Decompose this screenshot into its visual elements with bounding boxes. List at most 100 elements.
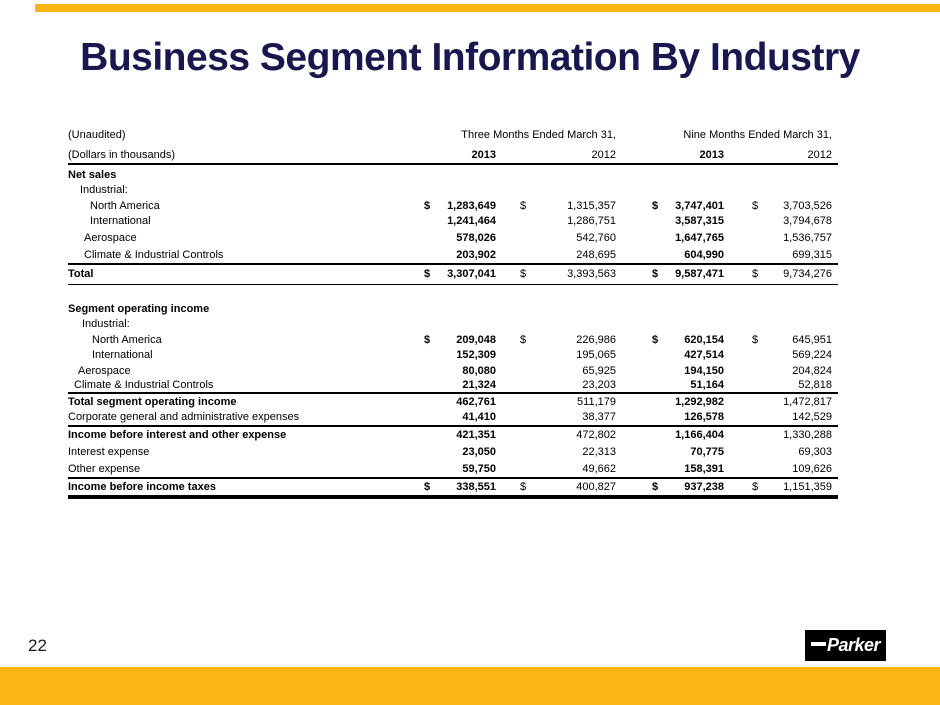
cell-value: 204,824: [792, 364, 832, 377]
section-rule: [68, 391, 838, 394]
table-row: Industrial:: [68, 183, 838, 199]
row-label: Other expense: [68, 462, 141, 475]
row-label: Climate & Industrial Controls: [84, 248, 224, 261]
table-row: North America $ 1,283,649 $ 1,315,357 $ …: [68, 198, 838, 214]
row-label: Segment operating income: [68, 302, 210, 315]
cell-value: 248,695: [576, 248, 616, 261]
table-row: International 152,309 195,065 427,514 56…: [68, 348, 838, 364]
dollar-sign: $: [424, 333, 431, 346]
table-row: International 1,241,464 1,286,751 3,587,…: [68, 214, 838, 230]
dollar-sign: $: [752, 333, 759, 346]
row-label: International: [92, 349, 153, 362]
row-label: Interest expense: [68, 445, 150, 458]
cell-value: 80,080: [462, 364, 496, 377]
cell-value: 23,050: [462, 445, 496, 458]
cell-value: 3,747,401: [675, 199, 724, 212]
table-row: North America $ 209,048 $ 226,986 $ 620,…: [68, 332, 838, 348]
cell-value: 1,166,404: [675, 429, 724, 441]
cell-value: 195,065: [576, 349, 616, 362]
dollar-sign: $: [752, 481, 759, 493]
parker-logo-text: Parker: [826, 635, 881, 655]
dollar-sign: $: [520, 481, 527, 493]
row-label: Income before interest and other expense: [68, 429, 287, 441]
table-header-years: (Dollars in thousands) 2013 2012 2013 20…: [68, 146, 838, 163]
cell-value: 3,307,041: [447, 268, 496, 280]
cell-value: 158,391: [684, 462, 724, 475]
dollar-sign: $: [652, 481, 659, 493]
row-label: Industrial:: [80, 184, 128, 197]
table-row: Industrial:: [68, 317, 838, 333]
cell-value: 1,292,982: [675, 395, 724, 408]
table-row: Income before interest and other expense…: [68, 427, 838, 443]
cell-value: 21,324: [462, 379, 496, 391]
row-label: Climate & Industrial Controls: [74, 379, 214, 391]
cell-value: 937,238: [684, 481, 724, 493]
financial-table: (Unaudited) Three Months Ended March 31,…: [68, 124, 838, 499]
cell-value: 3,393,563: [567, 268, 616, 280]
table-row: Corporate general and administrative exp…: [68, 410, 838, 426]
row-label: Aerospace: [78, 364, 131, 377]
dollar-sign: $: [652, 333, 659, 346]
cell-value: 65,925: [582, 364, 616, 377]
cell-value: 511,179: [577, 395, 616, 408]
section-rule: [68, 283, 838, 285]
dollar-sign: $: [752, 199, 759, 212]
table-row: Income before income taxes $ 338,551 $ 4…: [68, 479, 838, 495]
year-header-2012: 2012: [591, 148, 616, 161]
table-row: Aerospace 578,026 542,760 1,647,765 1,53…: [68, 229, 838, 246]
table-row: Aerospace 80,080 65,925 194,150 204,824: [68, 363, 838, 379]
cell-value: 1,286,751: [567, 215, 616, 228]
cell-value: 142,529: [792, 411, 832, 424]
table-row: Segment operating income: [68, 301, 838, 317]
cell-value: 1,315,357: [567, 199, 616, 212]
cell-value: 472,802: [576, 429, 616, 441]
cell-value: 1,283,649: [447, 199, 496, 212]
section-rule: [68, 477, 838, 479]
row-label: Aerospace: [84, 231, 137, 244]
dollar-sign: $: [424, 481, 431, 493]
cell-value: 604,990: [684, 248, 724, 261]
year-header-2013: 2013: [471, 148, 496, 161]
section-rule: [68, 263, 838, 265]
dollars-note: (Dollars in thousands): [68, 148, 175, 161]
row-label: Industrial:: [82, 318, 130, 331]
row-label: Total segment operating income: [68, 395, 237, 408]
section-rule: [68, 425, 838, 427]
cell-value: 226,986: [576, 333, 616, 346]
row-label: Total: [68, 268, 94, 280]
row-label: International: [90, 215, 151, 228]
cell-value: 578,026: [456, 231, 496, 244]
cell-value: 421,351: [456, 429, 496, 441]
cell-value: 1,536,757: [783, 231, 832, 244]
col-group-three-months: Three Months Ended March 31,: [461, 129, 616, 141]
cell-value: 41,410: [462, 411, 496, 424]
parker-logo-dash: [810, 642, 826, 646]
dollar-sign: $: [752, 268, 759, 280]
table-row: Interest expense 23,050 22,313 70,775 69…: [68, 443, 838, 460]
table-row: Total segment operating income 462,761 5…: [68, 394, 838, 410]
table-row: Net sales: [68, 167, 838, 183]
cell-value: 38,377: [582, 411, 616, 424]
cell-value: 209,048: [456, 333, 496, 346]
cell-value: 126,578: [684, 411, 724, 424]
table-bottom-rule: [68, 495, 838, 499]
dollar-sign: $: [424, 199, 431, 212]
cell-value: 9,734,276: [783, 268, 832, 280]
cell-value: 1,330,288: [783, 429, 832, 441]
cell-value: 3,703,526: [783, 199, 832, 212]
cell-value: 23,203: [582, 379, 616, 391]
cell-value: 542,760: [576, 231, 616, 244]
cell-value: 69,303: [798, 445, 832, 458]
row-label: Net sales: [68, 168, 117, 181]
dollar-sign: $: [520, 333, 527, 346]
dollar-sign: $: [424, 268, 431, 280]
dollar-sign: $: [520, 199, 527, 212]
row-label: Income before income taxes: [68, 481, 216, 493]
parker-logo: Parker: [805, 630, 886, 661]
cell-value: 1,647,765: [675, 231, 724, 244]
row-label: North America: [92, 333, 162, 346]
cell-value: 569,224: [792, 349, 832, 362]
col-group-nine-months: Nine Months Ended March 31,: [683, 129, 832, 141]
dollar-sign: $: [652, 268, 659, 280]
unaudited-note: (Unaudited): [68, 129, 126, 141]
